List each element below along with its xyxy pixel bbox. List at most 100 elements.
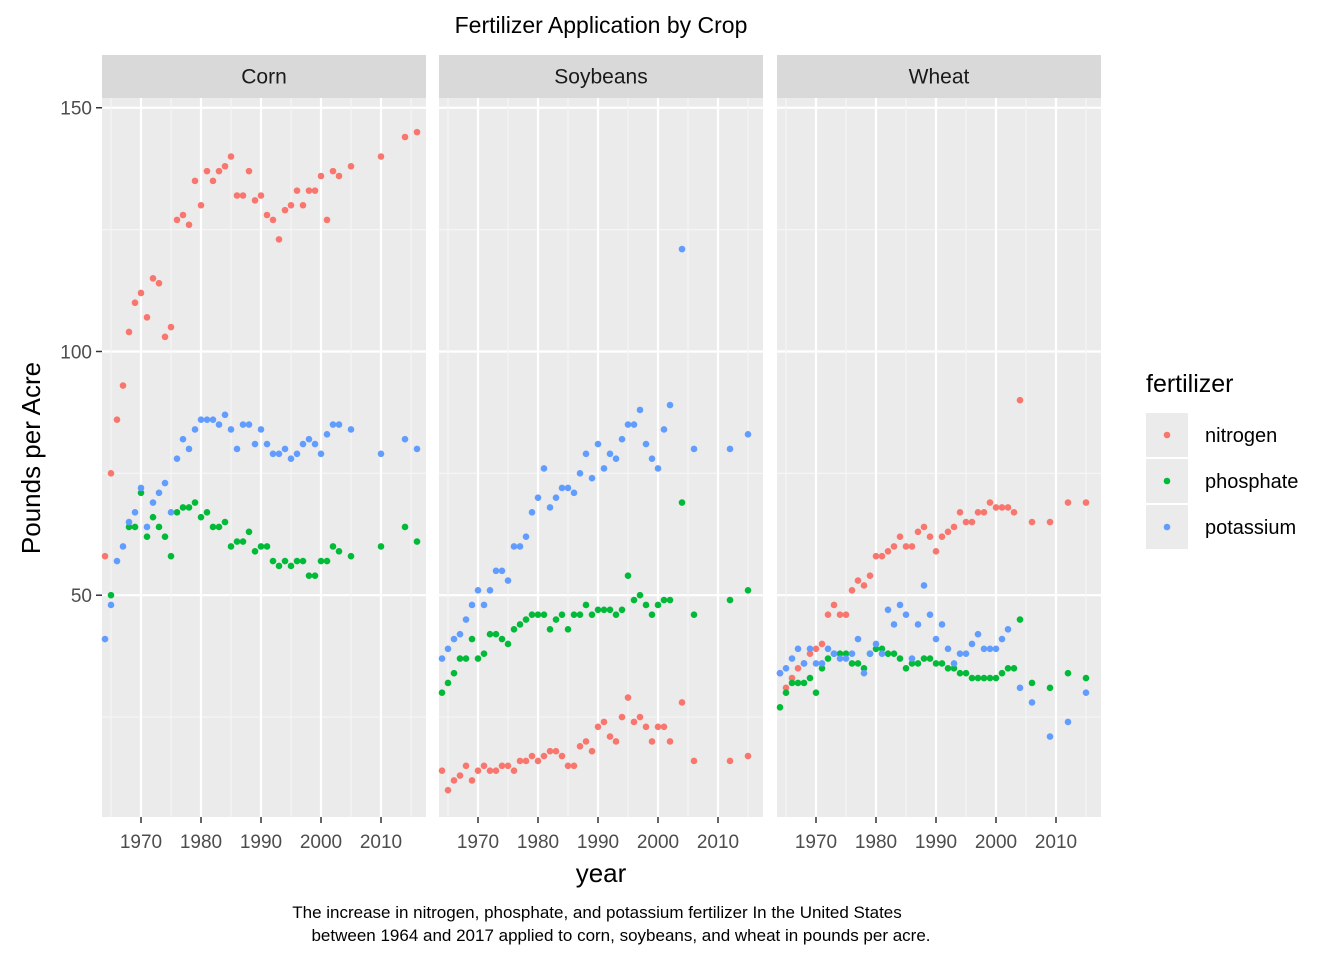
- data-point-phosphate: [311, 572, 319, 580]
- x-tick-label: 1970: [120, 832, 162, 853]
- data-point-potassium: [311, 440, 319, 448]
- x-tick-label: 2000: [975, 832, 1017, 853]
- data-point-potassium: [962, 650, 970, 658]
- data-point-nitrogen: [806, 650, 814, 658]
- chart-title: Fertilizer Application by Crop: [455, 12, 748, 38]
- data-point-nitrogen: [576, 743, 584, 750]
- data-point-nitrogen: [468, 777, 476, 784]
- data-point-phosphate: [251, 548, 259, 555]
- data-point-phosphate: [269, 557, 277, 565]
- data-point-nitrogen: [980, 509, 988, 516]
- data-point-phosphate: [413, 538, 421, 545]
- data-point-potassium: [456, 630, 464, 638]
- legend-key-nitrogen: [1163, 431, 1171, 439]
- data-point-nitrogen: [968, 518, 976, 526]
- data-point-nitrogen: [329, 167, 337, 175]
- x-tick-label: 2010: [360, 832, 402, 853]
- data-point-phosphate: [648, 611, 656, 619]
- data-point-nitrogen: [836, 611, 844, 619]
- data-point-nitrogen: [185, 221, 193, 229]
- data-point-phosphate: [401, 523, 409, 531]
- data-point-nitrogen: [486, 767, 494, 774]
- data-point-potassium: [896, 601, 904, 609]
- data-point-nitrogen: [257, 192, 265, 199]
- data-point-nitrogen: [582, 738, 590, 745]
- data-point-nitrogen: [636, 713, 644, 721]
- data-point-potassium: [510, 543, 518, 550]
- data-point-phosphate: [624, 572, 632, 580]
- data-point-potassium: [926, 611, 934, 619]
- facet-strip: [439, 55, 763, 98]
- data-point-potassium: [245, 421, 253, 428]
- data-point-nitrogen: [1082, 499, 1090, 506]
- data-point-phosphate: [335, 548, 343, 555]
- x-tick-label: 1970: [795, 832, 837, 853]
- data-point-potassium: [257, 426, 265, 433]
- data-point-phosphate: [956, 669, 964, 677]
- data-point-potassium: [782, 665, 790, 672]
- data-point-phosphate: [161, 533, 169, 541]
- data-point-potassium: [329, 421, 337, 428]
- data-point-nitrogen: [215, 167, 223, 175]
- data-point-phosphate: [107, 591, 115, 599]
- data-point-potassium: [209, 416, 217, 424]
- data-point-nitrogen: [263, 211, 271, 219]
- data-point-nitrogen: [794, 665, 802, 672]
- x-tick-label: 1990: [240, 832, 282, 853]
- data-point-potassium: [986, 645, 994, 653]
- data-point-phosphate: [492, 630, 500, 638]
- data-point-phosphate: [149, 513, 157, 521]
- data-point-phosphate: [546, 626, 554, 633]
- data-point-nitrogen: [107, 470, 115, 477]
- legend-title: fertilizer: [1146, 370, 1234, 398]
- data-point-potassium: [678, 245, 686, 253]
- data-point-potassium: [486, 587, 494, 594]
- data-point-phosphate: [824, 655, 832, 662]
- data-point-phosphate: [896, 655, 904, 662]
- data-point-potassium: [944, 645, 952, 653]
- data-point-potassium: [624, 421, 632, 428]
- data-point-nitrogen: [522, 757, 530, 765]
- data-point-phosphate: [690, 611, 698, 619]
- data-point-phosphate: [836, 650, 844, 658]
- data-point-potassium: [1028, 699, 1036, 706]
- data-point-potassium: [660, 426, 668, 433]
- data-point-potassium: [173, 455, 181, 463]
- data-point-phosphate: [125, 523, 133, 531]
- data-point-phosphate: [257, 543, 265, 550]
- data-point-phosphate: [480, 650, 488, 658]
- legend-entry-potassium: potassium: [1146, 505, 1296, 549]
- data-point-potassium: [564, 484, 572, 492]
- data-point-phosphate: [564, 626, 572, 633]
- data-point-potassium: [648, 455, 656, 463]
- data-point-nitrogen: [540, 752, 548, 760]
- data-point-phosphate: [474, 655, 482, 662]
- data-point-nitrogen: [944, 528, 952, 536]
- data-point-nitrogen: [624, 694, 632, 701]
- data-point-potassium: [1016, 684, 1024, 692]
- data-point-nitrogen: [462, 762, 470, 770]
- data-point-phosphate: [287, 562, 295, 570]
- data-point-potassium: [812, 660, 820, 667]
- data-point-potassium: [215, 421, 223, 428]
- data-point-potassium: [576, 470, 584, 477]
- panel-background: [777, 98, 1101, 817]
- data-point-potassium: [203, 416, 211, 424]
- data-point-nitrogen: [119, 382, 127, 389]
- data-point-potassium: [450, 635, 458, 643]
- legend-label: nitrogen: [1205, 425, 1277, 447]
- data-point-nitrogen: [227, 153, 235, 160]
- data-point-phosphate: [131, 523, 139, 531]
- data-point-nitrogen: [992, 504, 1000, 511]
- data-point-phosphate: [594, 606, 602, 614]
- data-point-phosphate: [726, 596, 734, 604]
- facet-panel-soybeans: Soybeans 1970 1980 1990 2000 2010: [438, 55, 763, 853]
- data-point-phosphate: [209, 523, 217, 531]
- data-point-phosphate: [450, 669, 458, 677]
- data-point-nitrogen: [564, 762, 572, 770]
- data-point-phosphate: [788, 679, 796, 687]
- data-point-phosphate: [498, 635, 506, 643]
- data-point-potassium: [866, 650, 874, 658]
- data-point-nitrogen: [401, 133, 409, 141]
- legend-label: potassium: [1205, 517, 1296, 539]
